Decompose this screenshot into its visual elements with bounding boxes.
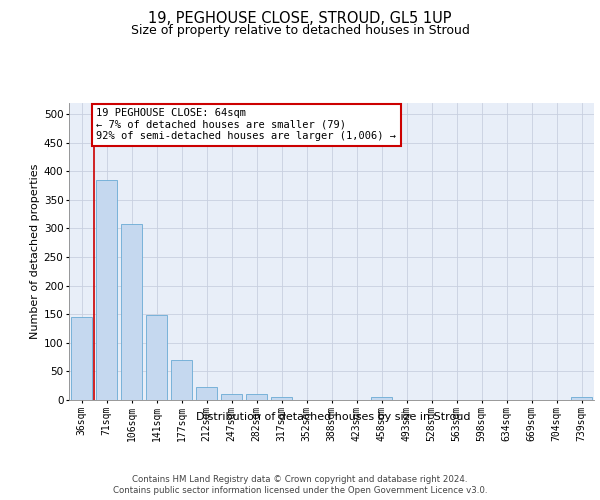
- Text: Size of property relative to detached houses in Stroud: Size of property relative to detached ho…: [131, 24, 469, 37]
- Text: Contains HM Land Registry data © Crown copyright and database right 2024.: Contains HM Land Registry data © Crown c…: [132, 475, 468, 484]
- Bar: [571, 397, 592, 400]
- Bar: [121, 224, 142, 400]
- Text: 19 PEGHOUSE CLOSE: 64sqm
← 7% of detached houses are smaller (79)
92% of semi-de: 19 PEGHOUSE CLOSE: 64sqm ← 7% of detache…: [97, 108, 397, 142]
- Text: Contains public sector information licensed under the Open Government Licence v3: Contains public sector information licen…: [113, 486, 487, 495]
- Bar: [271, 396, 292, 400]
- Text: 19, PEGHOUSE CLOSE, STROUD, GL5 1UP: 19, PEGHOUSE CLOSE, STROUD, GL5 1UP: [148, 11, 452, 26]
- Bar: [171, 360, 192, 400]
- Bar: [196, 387, 217, 400]
- Y-axis label: Number of detached properties: Number of detached properties: [29, 164, 40, 339]
- Text: Distribution of detached houses by size in Stroud: Distribution of detached houses by size …: [196, 412, 470, 422]
- Bar: [71, 317, 92, 400]
- Bar: [371, 396, 392, 400]
- Bar: [146, 315, 167, 400]
- Bar: [96, 180, 117, 400]
- Bar: [221, 394, 242, 400]
- Bar: [246, 394, 267, 400]
